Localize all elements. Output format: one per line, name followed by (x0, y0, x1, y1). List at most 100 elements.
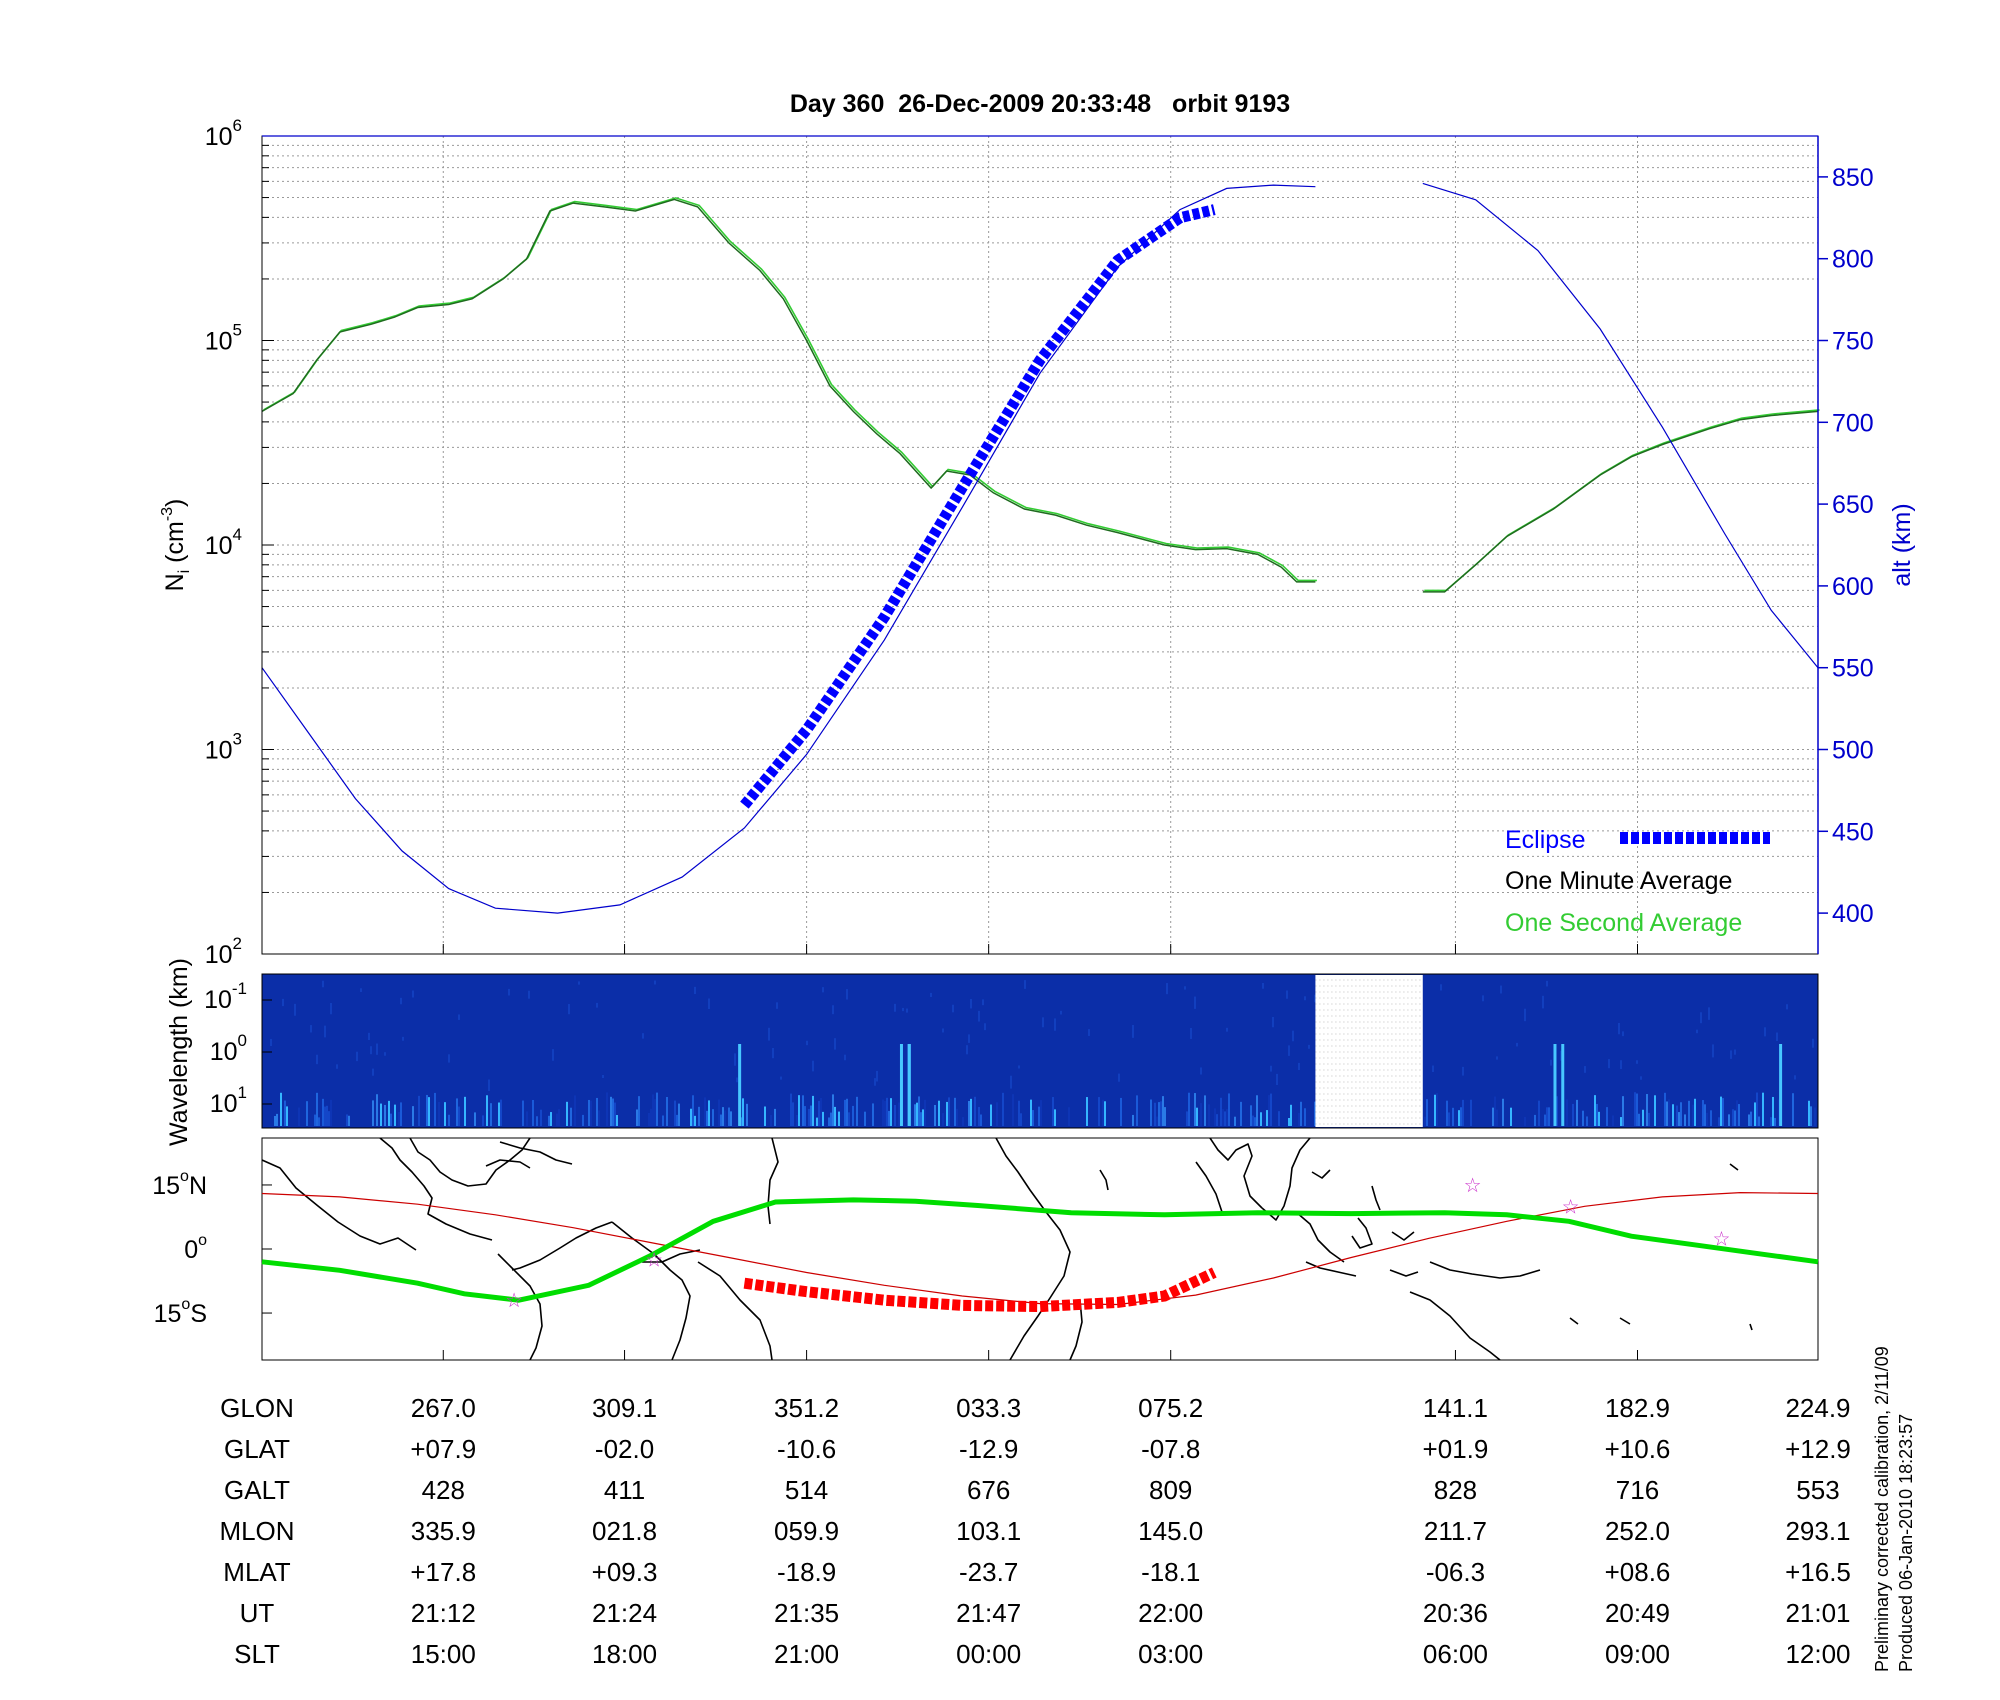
spectrogram-speck (1462, 1066, 1464, 1076)
spectrogram-speck (370, 1046, 372, 1055)
spectrogram-speck (1132, 1024, 1134, 1038)
spectrogram-column (918, 1096, 920, 1126)
spectrogram-column (1756, 1092, 1758, 1126)
spectrogram-speck (596, 1002, 598, 1008)
spectrogram-speck (552, 1049, 554, 1061)
spectrogram-speck (844, 1054, 846, 1061)
spectrogram-column (962, 1117, 964, 1126)
spectrogram-column (884, 1100, 886, 1126)
spectrogram-column (558, 1109, 560, 1126)
spectrogram-speck (316, 1054, 318, 1065)
spectrogram-column (1002, 1092, 1004, 1126)
spectrogram-column (582, 1114, 584, 1126)
spectrogram-speck (384, 1052, 386, 1056)
spectrogram-column (812, 1095, 814, 1126)
spectrogram-column (428, 1097, 430, 1126)
spectrogram-column (1186, 1111, 1188, 1126)
spectrogram-column (1586, 1116, 1588, 1126)
spectrogram-column (388, 1100, 390, 1126)
spectrogram-speck (1696, 1029, 1698, 1034)
spectrogram-column (1762, 1092, 1764, 1126)
spectrogram-speck (780, 1076, 782, 1080)
spectrogram-column (1436, 1093, 1438, 1126)
legend-minute-label: One Minute Average (1505, 867, 1732, 895)
spectrogram-column (1694, 1098, 1696, 1126)
spectrogram-speck (846, 989, 848, 1000)
spectrogram-speck (270, 1038, 272, 1047)
spectrogram-column (380, 1103, 382, 1126)
spectrogram-column (690, 1108, 692, 1126)
table-cell: 09:00 (1605, 1639, 1670, 1669)
spectrogram-column (438, 1101, 440, 1126)
map-y-tick-label: 0o (184, 1232, 207, 1264)
altitude-y-tick-label: 500 (1832, 737, 1874, 765)
spectrogram-speck (834, 1038, 836, 1050)
spectrogram-column (970, 1098, 972, 1126)
spectrogram-speck (708, 998, 710, 1010)
spectrogram-column (1448, 1112, 1450, 1126)
spectrogram-column (820, 1097, 822, 1126)
spectrogram-speck (1622, 1031, 1624, 1037)
spectrogram-speck (1636, 1060, 1638, 1064)
spectrogram-speck (1194, 996, 1196, 1009)
magnetic-equator-line (261, 1197, 1819, 1303)
spectrogram-speck (952, 1004, 954, 1013)
spectrogram-speck (1708, 1007, 1710, 1020)
spectrogram-speck (1262, 982, 1264, 989)
density-y-tick-label: 103 (205, 730, 242, 765)
spectrogram-column (1458, 1110, 1460, 1126)
spectrogram-speck (642, 1033, 644, 1039)
spectrogram-speck (970, 998, 972, 1009)
spectrogram-column (1738, 1104, 1740, 1126)
spectrogram-speck (1640, 1076, 1642, 1080)
spectrogram-column (434, 1092, 436, 1126)
spectrogram-column (1576, 1099, 1578, 1126)
spectrogram-speck (322, 980, 324, 988)
spectrogram-column (1270, 1093, 1272, 1126)
spectrogram-column (708, 1100, 710, 1126)
spectrogram-column (946, 1101, 948, 1126)
spectrogram-column (298, 1107, 300, 1126)
spectrogram-speck (776, 1002, 778, 1009)
spectrogram-column (532, 1099, 534, 1126)
spectrogram-column (1710, 1110, 1712, 1126)
legend-second-label: One Second Average (1505, 909, 1742, 937)
spectrogram-column (764, 1106, 766, 1126)
spectrogram-column (802, 1095, 804, 1126)
spectrogram-column (1736, 1100, 1738, 1126)
spectrogram-column (990, 1104, 992, 1126)
spectrogram-column (722, 1107, 724, 1126)
spectrogram-column (536, 1116, 538, 1126)
table-cell: 141.1 (1423, 1393, 1488, 1423)
spectrogram-column (1452, 1107, 1454, 1126)
spectrogram-column (790, 1093, 792, 1126)
spectrogram-speck (1764, 1027, 1766, 1037)
spectrogram-speck (894, 1003, 896, 1012)
table-cell: 20:36 (1423, 1598, 1488, 1628)
spectrogram-speck (1496, 1056, 1498, 1060)
spectrogram-column (650, 1108, 652, 1126)
spectrogram-speck (324, 1025, 326, 1038)
altitude-line (1422, 182, 1819, 669)
table-cell: 20:49 (1605, 1598, 1670, 1628)
spectrogram-column (1606, 1107, 1608, 1126)
spectrogram-column (1132, 1114, 1134, 1126)
spectrogram-speck (1440, 984, 1442, 991)
spectrogram-column (718, 1099, 720, 1126)
spectrogram-speck (1776, 1032, 1778, 1042)
spectrogram-column (1720, 1096, 1722, 1126)
spectrogram-speck (822, 987, 824, 993)
table-cell: -23.7 (959, 1557, 1018, 1587)
table-cell: -18.9 (777, 1557, 836, 1587)
spectrogram-speck (1024, 980, 1026, 989)
table-cell: 428 (422, 1475, 465, 1505)
spectrogram-column (1194, 1093, 1196, 1126)
figure-title: Day 360 26-Dec-2009 20:33:48 orbit 9193 (790, 90, 1290, 118)
spectrogram-column (1208, 1104, 1210, 1126)
spectrogram-column (898, 1102, 900, 1126)
spectrogram-y-tick-label: 101 (210, 1083, 247, 1118)
spectrogram-column (694, 1115, 696, 1126)
spectrogram-burst (899, 1044, 903, 1126)
spectrogram-column (674, 1100, 676, 1126)
spectrogram-column (612, 1098, 614, 1126)
